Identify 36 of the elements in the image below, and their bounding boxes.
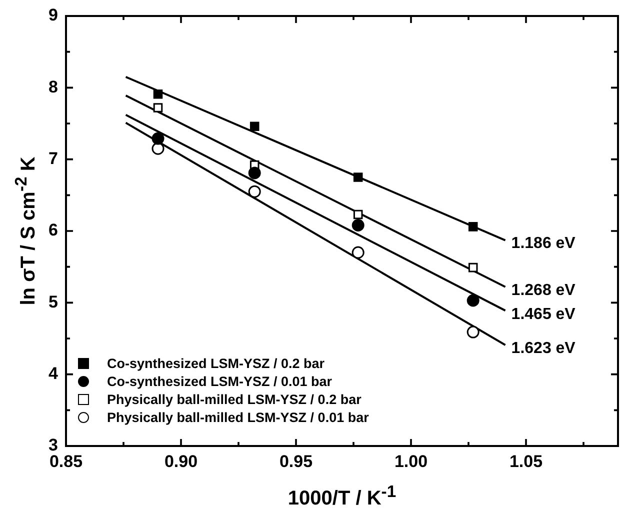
x-tick-label: 0.85 (49, 452, 83, 472)
point (353, 210, 363, 220)
point (468, 262, 478, 272)
annotation: 1.186 eV (511, 235, 576, 254)
y-tick-label: 7 (48, 149, 58, 168)
legend-label: Physically ball-milled LSM-YSZ / 0.01 bar (107, 410, 369, 424)
y-tick-label: 3 (48, 436, 58, 455)
x-tick-label: 0.95 (279, 452, 313, 472)
y-tick-label: 6 (48, 220, 58, 240)
annotation: 1.465 eV (511, 306, 576, 324)
y-tick-label: 9 (48, 6, 58, 25)
point (352, 219, 364, 232)
legend-label: Co-synthesized LSM-YSZ / 0.01 bar (107, 374, 332, 388)
point (352, 246, 364, 259)
point (468, 222, 478, 232)
legend-label: Physically ball-milled LSM-YSZ / 0.2 bar (107, 392, 362, 406)
point (153, 103, 163, 112)
point (248, 185, 261, 198)
y-tick-label: 4 (48, 364, 59, 384)
x-tick-label: 1.00 (394, 452, 428, 472)
point (466, 294, 480, 307)
x-tick-label: 0.90 (164, 452, 198, 472)
point (152, 132, 164, 145)
point (248, 166, 261, 180)
point (353, 172, 363, 182)
annotation: 1.623 eV (511, 340, 576, 358)
y-tick-label: 8 (48, 77, 58, 96)
x-axis-title: 1000/T / K$^{-1}$ (288, 482, 396, 509)
y-tick-label: 5 (48, 292, 58, 312)
annotation: 1.268 eV (511, 282, 576, 300)
legend-label: Co-synthesized LSM-YSZ / 0.2 bar (107, 356, 325, 370)
point (153, 89, 163, 99)
point (152, 142, 164, 155)
point (250, 122, 260, 132)
point (466, 326, 480, 338)
x-tick-label: 1.05 (509, 452, 543, 472)
